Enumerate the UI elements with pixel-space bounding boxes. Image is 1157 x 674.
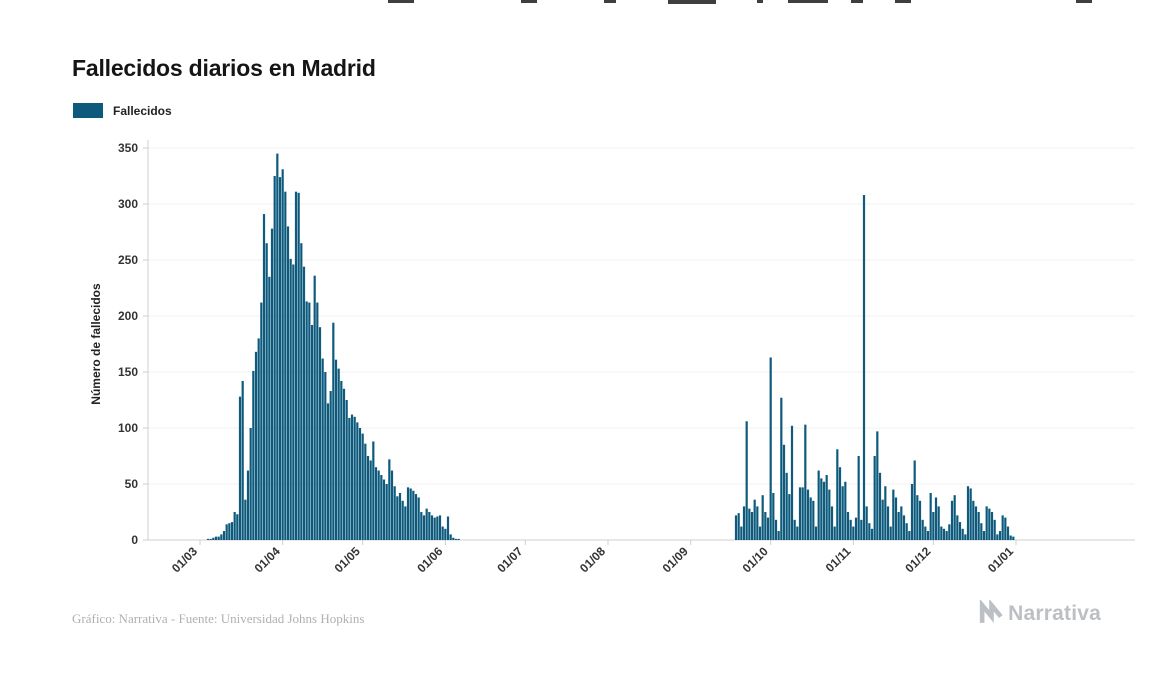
svg-text:200: 200 <box>118 309 138 323</box>
svg-text:01/04: 01/04 <box>252 544 283 575</box>
edge-artifact <box>1076 0 1092 3</box>
svg-text:350: 350 <box>118 141 138 155</box>
svg-text:01/03: 01/03 <box>169 544 200 575</box>
legend-label: Fallecidos <box>113 103 172 118</box>
svg-text:01/09: 01/09 <box>660 544 691 575</box>
edge-artifact <box>788 0 828 3</box>
svg-text:250: 250 <box>118 253 138 267</box>
svg-text:01/06: 01/06 <box>414 544 445 575</box>
svg-text:100: 100 <box>118 421 138 435</box>
svg-text:01/07: 01/07 <box>494 544 525 575</box>
source-credit: Gráfico: Narrativa - Fuente: Universidad… <box>72 611 365 626</box>
svg-text:01/11: 01/11 <box>823 544 854 575</box>
page-title: Fallecidos diarios en Madrid <box>72 55 376 82</box>
brand-text: Narrativa <box>1008 601 1101 625</box>
narrativa-n-icon <box>980 600 1003 624</box>
edge-artifact <box>851 0 863 3</box>
svg-text:Número de fallecidos: Número de fallecidos <box>89 283 103 405</box>
edge-artifact <box>521 0 537 3</box>
svg-text:01/08: 01/08 <box>577 544 608 575</box>
edge-artifact <box>668 0 716 4</box>
edge-artifact <box>895 0 911 3</box>
edge-artifact <box>388 0 414 3</box>
svg-text:50: 50 <box>125 477 139 491</box>
svg-text:0: 0 <box>131 533 138 547</box>
svg-text:01/05: 01/05 <box>332 544 363 575</box>
legend: Fallecidos <box>73 103 172 118</box>
svg-text:01/01: 01/01 <box>985 544 1016 575</box>
edge-artifact <box>604 0 616 3</box>
narrativa-logo: Narrativa <box>978 600 1101 627</box>
svg-text:01/10: 01/10 <box>740 544 771 575</box>
legend-swatch-icon <box>73 103 103 118</box>
edge-artifact <box>757 0 763 3</box>
svg-text:01/12: 01/12 <box>902 544 933 575</box>
svg-text:150: 150 <box>118 365 138 379</box>
svg-text:300: 300 <box>118 197 138 211</box>
